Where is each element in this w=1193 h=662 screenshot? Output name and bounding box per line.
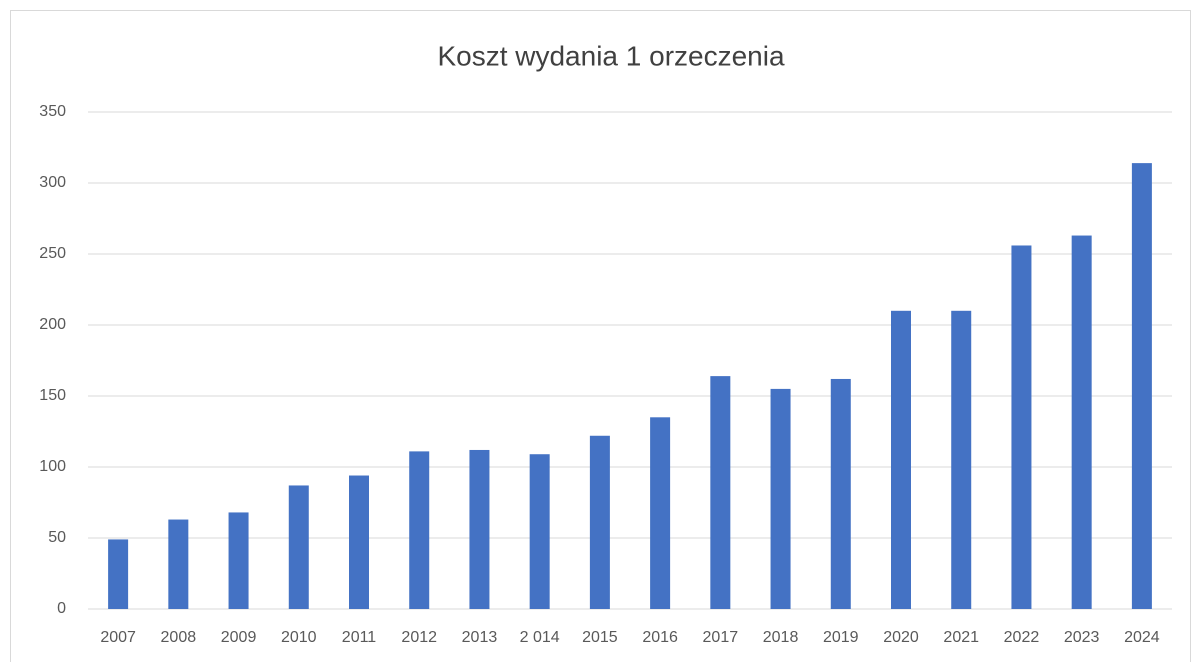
- bar: [1011, 245, 1032, 610]
- x-tick-label: 2019: [823, 629, 859, 646]
- x-tick-label: 2013: [462, 629, 498, 646]
- x-tick-label: 2024: [1124, 629, 1160, 646]
- x-tick-label: 2007: [100, 629, 136, 646]
- x-tick-label: 2015: [582, 629, 618, 646]
- x-tick-label: 2017: [703, 629, 739, 646]
- bar: [1131, 163, 1152, 609]
- x-tick-label: 2012: [401, 629, 437, 646]
- bar: [409, 451, 430, 609]
- bar: [710, 376, 731, 609]
- x-tick-label: 2 014: [520, 629, 560, 646]
- bar: [951, 310, 972, 609]
- x-tick-label: 2018: [763, 629, 799, 646]
- y-tick-label: 250: [39, 245, 66, 262]
- x-tick-label: 2022: [1004, 629, 1040, 646]
- x-tick-label: 2010: [281, 629, 317, 646]
- x-tick-label: 2009: [221, 629, 257, 646]
- x-tick-label: 2023: [1064, 629, 1100, 646]
- bar: [288, 485, 309, 609]
- bar: [891, 310, 911, 609]
- x-tick-label: 2016: [642, 629, 678, 646]
- x-tick-label: 2008: [161, 629, 197, 646]
- bar: [650, 417, 671, 609]
- x-tick-label: 2021: [943, 629, 979, 646]
- bar: [589, 435, 610, 609]
- y-tick-label: 200: [39, 316, 66, 333]
- bar: [108, 539, 129, 609]
- y-tick-label: 350: [39, 103, 66, 120]
- bar: [469, 449, 490, 609]
- bar: [228, 512, 249, 609]
- y-tick-label: 0: [57, 600, 66, 617]
- bar: [770, 388, 791, 609]
- bar: [529, 454, 550, 609]
- x-tick-label: 2011: [342, 629, 377, 646]
- bar: [168, 519, 189, 609]
- bar: [1071, 235, 1092, 610]
- y-tick-label: 150: [39, 387, 66, 404]
- y-tick-label: 50: [48, 529, 66, 546]
- chart-title: Koszt wydania 1 orzeczenia: [437, 40, 785, 71]
- y-tick-label: 100: [39, 458, 66, 475]
- y-tick-label: 300: [39, 174, 66, 191]
- bar: [349, 475, 369, 609]
- bar: [830, 378, 851, 609]
- x-tick-label: 2020: [883, 629, 919, 646]
